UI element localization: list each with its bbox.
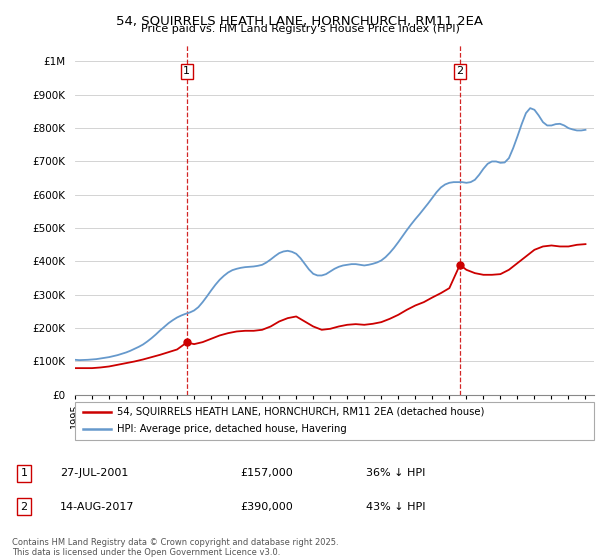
Text: Price paid vs. HM Land Registry's House Price Index (HPI): Price paid vs. HM Land Registry's House …: [140, 24, 460, 34]
Text: 14-AUG-2017: 14-AUG-2017: [60, 502, 134, 512]
Text: 27-JUL-2001: 27-JUL-2001: [60, 468, 128, 478]
Text: 54, SQUIRRELS HEATH LANE, HORNCHURCH, RM11 2EA: 54, SQUIRRELS HEATH LANE, HORNCHURCH, RM…: [116, 14, 484, 27]
Text: 2: 2: [457, 67, 463, 77]
Text: 54, SQUIRRELS HEATH LANE, HORNCHURCH, RM11 2EA (detached house): 54, SQUIRRELS HEATH LANE, HORNCHURCH, RM…: [116, 407, 484, 417]
Text: 1: 1: [20, 468, 28, 478]
FancyBboxPatch shape: [75, 402, 594, 440]
Text: 2: 2: [20, 502, 28, 512]
Text: 1: 1: [183, 67, 190, 77]
Text: 43% ↓ HPI: 43% ↓ HPI: [366, 502, 425, 512]
Text: £157,000: £157,000: [240, 468, 293, 478]
Text: Contains HM Land Registry data © Crown copyright and database right 2025.
This d: Contains HM Land Registry data © Crown c…: [12, 538, 338, 557]
Text: 36% ↓ HPI: 36% ↓ HPI: [366, 468, 425, 478]
Text: HPI: Average price, detached house, Havering: HPI: Average price, detached house, Have…: [116, 424, 346, 435]
Text: £390,000: £390,000: [240, 502, 293, 512]
